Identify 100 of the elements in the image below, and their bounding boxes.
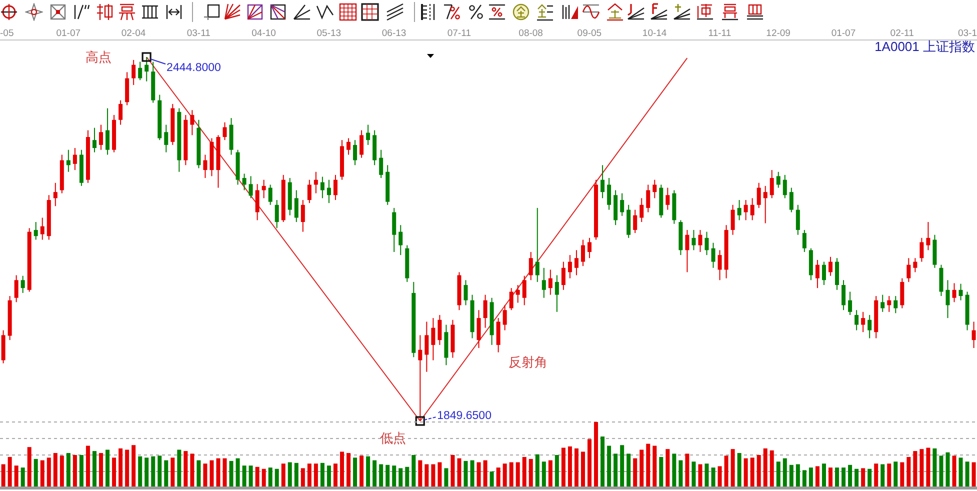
bar [125, 450, 130, 488]
bar [822, 464, 826, 488]
x-tick-label: 11-11 [708, 28, 732, 39]
x-tick-label: 12-09 [766, 28, 790, 39]
bar [711, 468, 716, 488]
candlestick [144, 57, 149, 82]
candlestick [607, 177, 612, 210]
candlestick [952, 282, 956, 303]
candlestick [646, 184, 650, 213]
candlestick [164, 124, 168, 153]
bar [633, 458, 638, 488]
bar [144, 458, 149, 488]
candlestick [730, 204, 735, 236]
bar [372, 460, 377, 488]
bar [72, 455, 77, 488]
candlestick [125, 72, 130, 106]
candlestick [20, 275, 25, 294]
bar [132, 445, 136, 488]
candlestick [776, 171, 780, 188]
candlestick [242, 173, 246, 191]
bar [626, 454, 631, 488]
x-tick-label: 03-11 [186, 28, 210, 39]
bar [965, 462, 970, 488]
candlestick [737, 199, 742, 221]
bar [718, 466, 722, 488]
bar [568, 446, 572, 488]
bar [66, 453, 70, 488]
candlestick [580, 239, 585, 267]
candlestick [502, 304, 507, 331]
candlestick [307, 179, 312, 204]
bar [170, 458, 175, 488]
candlestick [848, 291, 852, 316]
bar [112, 458, 116, 488]
candlestick [438, 314, 442, 346]
bar [939, 456, 944, 488]
bar [40, 460, 44, 488]
candlestick [561, 261, 566, 290]
bar [164, 460, 168, 488]
bar [398, 468, 403, 488]
candlestick [248, 176, 253, 199]
bar [360, 456, 364, 488]
candlestick [106, 108, 110, 156]
candlestick [600, 164, 605, 199]
candlestick [99, 124, 104, 150]
bar [79, 455, 84, 488]
bar [561, 448, 566, 488]
bar [386, 464, 390, 488]
bar [600, 436, 605, 488]
bar [900, 462, 904, 488]
candlestick [574, 250, 578, 276]
bar [887, 464, 892, 488]
bar [14, 466, 18, 488]
candlestick [132, 59, 136, 86]
x-tick-label: -05 [0, 28, 14, 39]
bar [431, 464, 436, 488]
candlestick [704, 231, 709, 256]
bar [53, 453, 58, 488]
bar [789, 464, 794, 488]
candlestick [483, 294, 488, 328]
bar [620, 445, 624, 488]
candlestick [782, 174, 787, 199]
candlestick [360, 130, 364, 158]
bar [972, 462, 976, 488]
bar [248, 466, 253, 488]
candlestick [750, 198, 754, 221]
bar [913, 451, 918, 488]
annotation: 2444.8000 [166, 62, 221, 74]
candlestick [476, 310, 481, 349]
candlestick [66, 149, 70, 172]
candlestick [789, 187, 794, 213]
bar [151, 456, 156, 488]
bar [828, 468, 832, 488]
candlestick [326, 179, 331, 204]
bar [698, 464, 702, 488]
candlestick [698, 229, 702, 252]
candlestick [828, 256, 832, 276]
x-tick-label: 02-04 [121, 28, 146, 39]
candlestick [333, 174, 338, 200]
candlestick [756, 182, 761, 208]
bar [932, 448, 937, 488]
bar [236, 458, 240, 488]
x-tick-label: 07-11 [447, 28, 471, 39]
candlestick [861, 311, 866, 333]
candlestick [685, 229, 690, 273]
bar [522, 456, 526, 488]
bar [958, 458, 963, 488]
bar [255, 466, 260, 488]
bar [300, 468, 305, 488]
x-tick-label: 10-14 [642, 28, 667, 39]
candlestick [496, 318, 500, 353]
bar [607, 446, 612, 488]
bar [8, 456, 12, 488]
bar [464, 460, 468, 488]
candlestick [633, 209, 638, 234]
bar [392, 466, 396, 488]
candlestick [118, 100, 123, 126]
candlestick [692, 229, 696, 251]
candlestick [946, 280, 950, 319]
x-tick-label: 09-05 [577, 28, 602, 39]
x-tick-label: 03-1 [958, 28, 977, 39]
